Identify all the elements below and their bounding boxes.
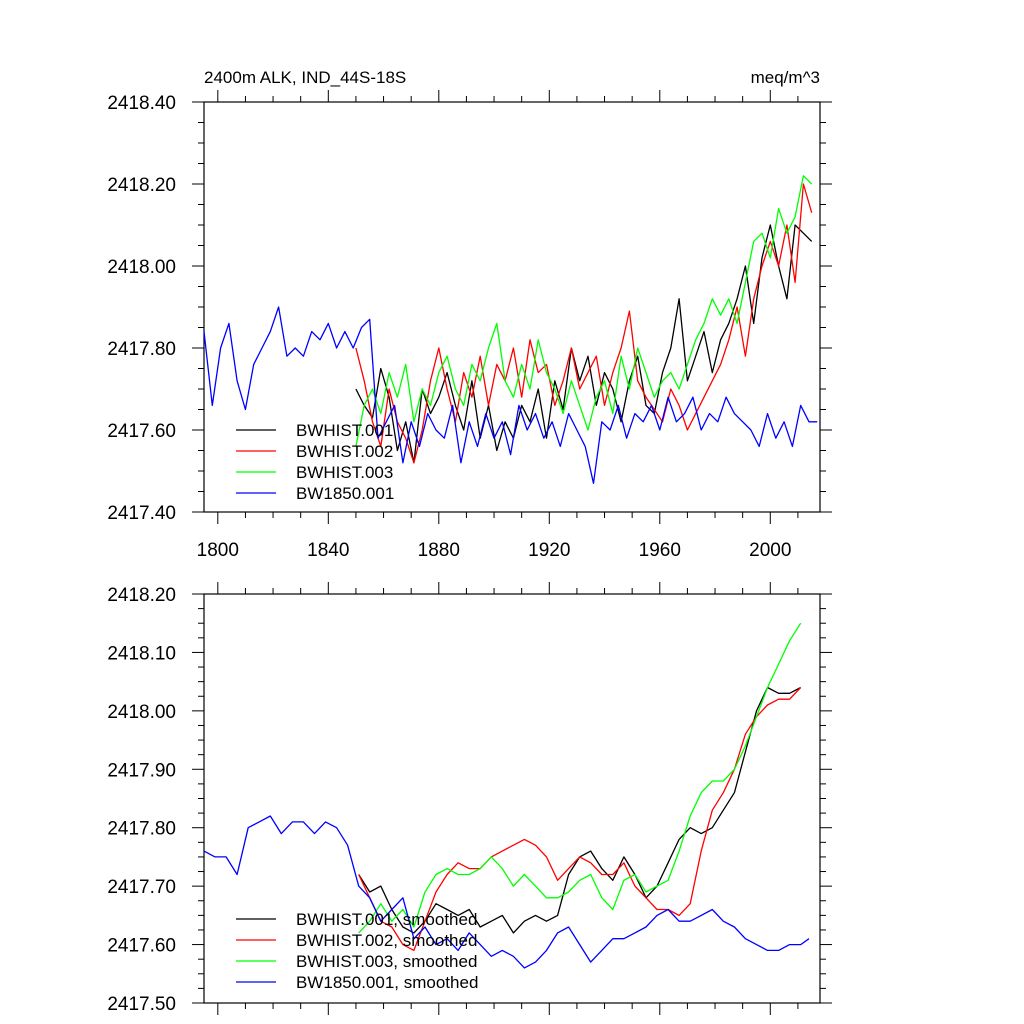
y-tick-label: 2417.40 bbox=[107, 503, 176, 524]
legend-label: BWHIST.002 bbox=[296, 442, 393, 461]
legend-label: BWHIST.001, smoothed bbox=[296, 910, 477, 929]
y-tick-label: 2418.20 bbox=[107, 585, 176, 606]
series-line-0 bbox=[358, 686, 802, 934]
series-line-1 bbox=[355, 183, 813, 464]
legend-label: BWHIST.003 bbox=[296, 463, 393, 482]
x-tick-label: 2000 bbox=[749, 540, 791, 561]
y-tick-label: 2418.10 bbox=[107, 643, 176, 664]
y-tick-label: 2418.20 bbox=[107, 175, 176, 196]
y-tick-label: 2418.00 bbox=[107, 702, 176, 723]
y-tick-label: 2417.60 bbox=[107, 936, 176, 957]
x-tick-label: 1920 bbox=[528, 540, 570, 561]
x-tick-label: 1840 bbox=[307, 540, 349, 561]
legend-label: BWHIST.002, smoothed bbox=[296, 931, 477, 950]
y-tick-label: 2417.70 bbox=[107, 877, 176, 898]
series-line-0 bbox=[355, 224, 813, 464]
chart-title: 2400m ALK, IND_44S-18S bbox=[204, 68, 406, 87]
y-tick-label: 2417.90 bbox=[107, 760, 176, 781]
series-line-2 bbox=[358, 622, 802, 934]
y-tick-label: 2417.50 bbox=[107, 994, 176, 1015]
series-line-3 bbox=[203, 815, 810, 969]
y-tick-label: 2418.40 bbox=[107, 93, 176, 114]
chart-units: meq/m^3 bbox=[751, 68, 820, 87]
series-line-2 bbox=[355, 175, 813, 447]
legend-label: BW1850.001, smoothed bbox=[296, 973, 478, 992]
series-line-3 bbox=[203, 306, 818, 484]
x-tick-label: 1880 bbox=[418, 540, 460, 561]
x-tick-label: 1960 bbox=[639, 540, 681, 561]
y-tick-label: 2417.80 bbox=[107, 339, 176, 360]
series-line-1 bbox=[358, 687, 802, 952]
y-tick-label: 2417.60 bbox=[107, 421, 176, 442]
x-tick-label: 1800 bbox=[197, 540, 239, 561]
bottom-panel: 2417.50 2417.60 2417.70 2417.80 2417.90 2418.… bbox=[107, 582, 832, 1015]
y-tick-label: 2418.00 bbox=[107, 257, 176, 278]
legend-label: BWHIST.003, smoothed bbox=[296, 952, 477, 971]
y-tick-label: 2417.80 bbox=[107, 819, 176, 840]
legend-label: BWHIST.001 bbox=[296, 421, 393, 440]
legend-label: BW1850.001 bbox=[296, 484, 394, 503]
top-panel: 1800 1840 1880 1920 1960 2000 2417.40 2417.60 24… bbox=[107, 90, 832, 561]
